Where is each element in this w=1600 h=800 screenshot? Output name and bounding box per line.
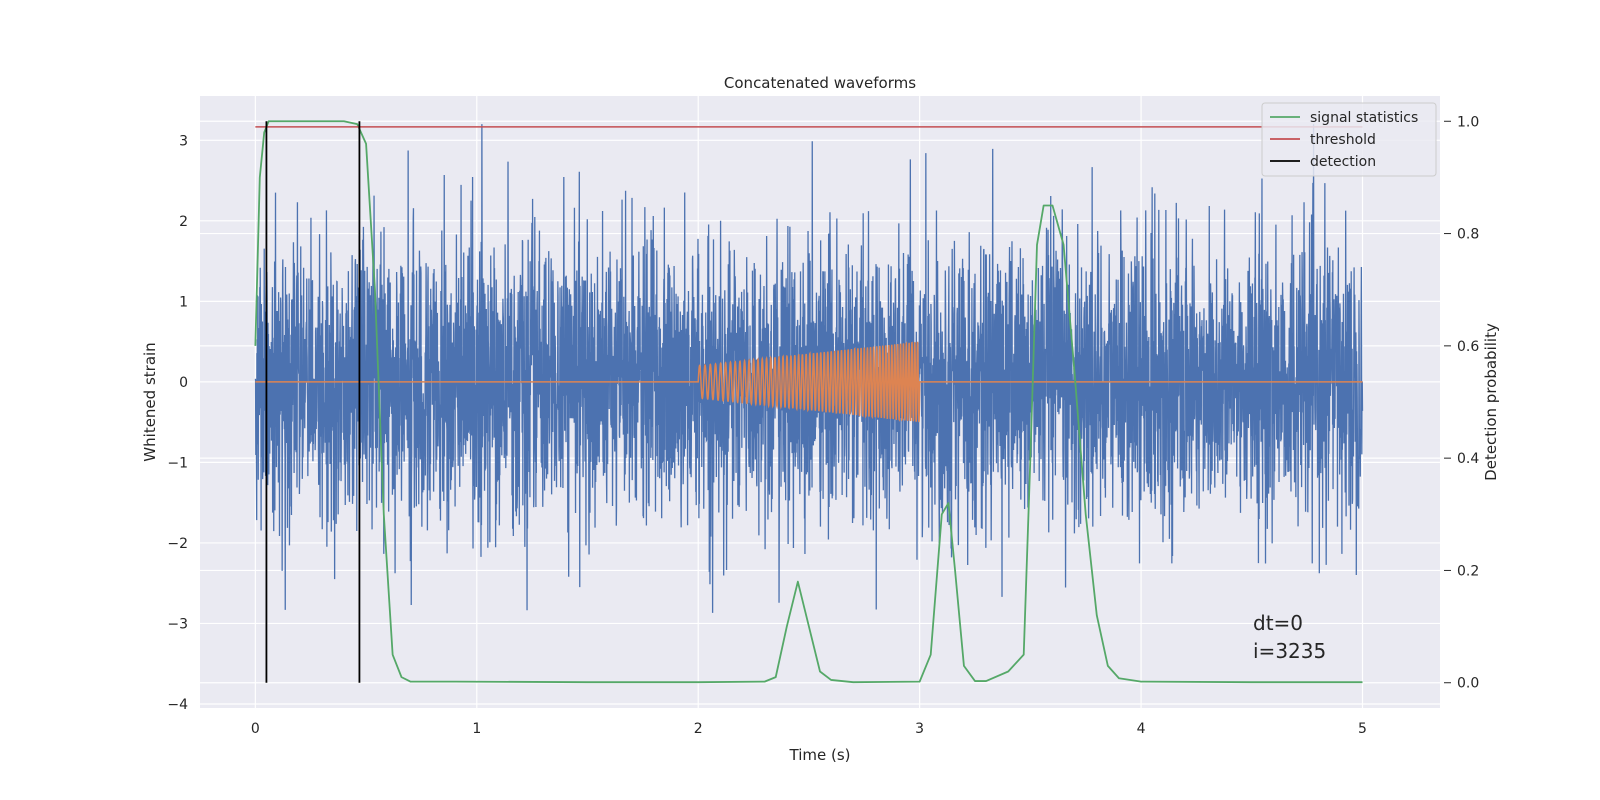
annotation-index: i=3235 <box>1253 639 1326 663</box>
y-tick-label: −2 <box>167 536 188 552</box>
y2-tick-label: 0.6 <box>1457 339 1479 355</box>
y-tick-label: −1 <box>167 455 188 471</box>
signal-statistics-line <box>254 120 1363 684</box>
x-tick-label: 4 <box>1137 721 1146 737</box>
y-tick-label: −3 <box>167 616 188 632</box>
x-tick-label: 2 <box>694 721 703 737</box>
y2-tick-label: 0.8 <box>1457 227 1479 243</box>
y-tick-label: 3 <box>179 133 188 149</box>
y2-axis-label: Detection probability <box>1482 323 1500 481</box>
noise-series-line <box>254 124 1364 613</box>
y2-tick-label: 0.2 <box>1457 563 1479 579</box>
x-tick-label: 0 <box>251 721 260 737</box>
legend-label-threshold: threshold <box>1310 132 1376 148</box>
tick-layer: 0 1 2 3 4 5 −4 −3 −2 −1 0 1 2 3 0.0 0.2 0.4 0.6 0.8 1.0 <box>167 114 1479 737</box>
y-tick-label: 1 <box>179 294 188 310</box>
chart-title: Concatenated waveforms <box>724 74 916 92</box>
x-tick-label: 5 <box>1358 721 1367 737</box>
legend-box <box>1261 102 1437 177</box>
data-layer <box>254 120 1364 684</box>
annotation-dt: dt=0 <box>1253 611 1303 635</box>
x-axis-label: Time (s) <box>789 746 851 764</box>
legend-label-detection: detection <box>1310 154 1376 170</box>
y2-tick-label: 0.4 <box>1457 451 1479 467</box>
chirp-series-line <box>255 341 1363 423</box>
y-tick-label: 0 <box>179 375 188 391</box>
y-tick-label: −4 <box>167 697 188 713</box>
x-tick-label: 3 <box>915 721 924 737</box>
y-axis-label: Whitened strain <box>141 342 159 461</box>
x-tick-label: 1 <box>472 721 481 737</box>
y2-tick-label: 1.0 <box>1457 114 1479 130</box>
y-tick-label: 2 <box>179 214 188 230</box>
y2-tick-label: 0.0 <box>1457 676 1479 692</box>
annotation-block: dt=0 i=3235 <box>1253 611 1326 663</box>
legend: signal statistics threshold detection <box>1261 102 1437 177</box>
legend-label-signal-statistics: signal statistics <box>1310 110 1418 126</box>
